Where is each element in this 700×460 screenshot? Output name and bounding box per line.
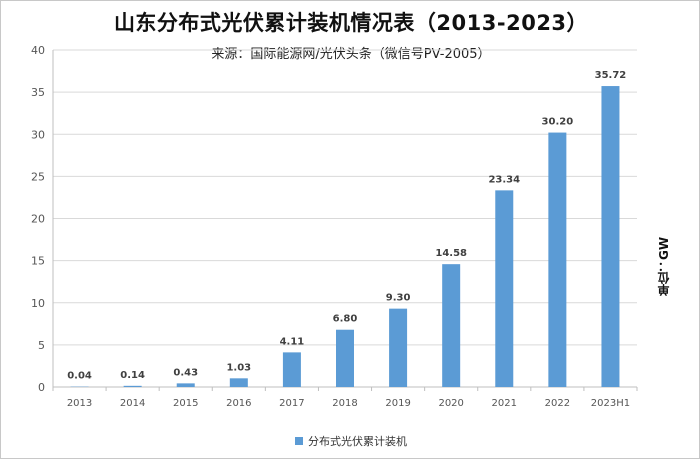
bar xyxy=(177,383,195,387)
x-tick-label: 2015 xyxy=(173,398,198,409)
y-tick-label: 5 xyxy=(38,339,45,352)
bar xyxy=(495,190,513,387)
x-tick-label: 2019 xyxy=(385,398,410,409)
bar xyxy=(548,133,566,387)
bar xyxy=(601,86,619,387)
data-label: 0.43 xyxy=(173,367,198,378)
bar xyxy=(336,330,354,387)
data-label: 0.04 xyxy=(67,371,92,382)
y-tick-label: 25 xyxy=(31,170,45,183)
data-label: 0.14 xyxy=(120,370,145,381)
bar xyxy=(389,309,407,387)
legend: 分布式光伏累计装机 xyxy=(1,433,700,449)
data-label: 1.03 xyxy=(226,362,251,373)
bar xyxy=(124,386,142,387)
data-label: 14.58 xyxy=(435,248,467,259)
legend-label: 分布式光伏累计装机 xyxy=(308,433,407,449)
bar xyxy=(442,264,460,387)
data-label: 4.11 xyxy=(280,336,305,347)
bar xyxy=(283,352,301,387)
x-tick-label: 2017 xyxy=(279,398,304,409)
data-label: 30.20 xyxy=(542,117,574,128)
y-tick-label: 30 xyxy=(31,128,45,141)
y-tick-label: 40 xyxy=(31,44,45,57)
y-tick-label: 15 xyxy=(31,255,45,268)
x-tick-label: 2016 xyxy=(226,398,251,409)
x-tick-label: 2018 xyxy=(332,398,357,409)
y-tick-label: 35 xyxy=(31,86,45,99)
y-tick-label: 10 xyxy=(31,297,45,310)
bar xyxy=(230,378,248,387)
legend-swatch xyxy=(295,437,303,445)
data-label: 9.30 xyxy=(386,293,411,304)
y-tick-label: 20 xyxy=(31,213,45,226)
x-tick-label: 2014 xyxy=(120,398,145,409)
x-tick-label: 2023H1 xyxy=(591,398,630,409)
data-label: 35.72 xyxy=(595,70,627,81)
x-tick-label: 2013 xyxy=(67,398,92,409)
data-label: 6.80 xyxy=(333,314,358,325)
x-tick-label: 2021 xyxy=(492,398,517,409)
x-tick-label: 2020 xyxy=(438,398,463,409)
y-tick-label: 0 xyxy=(38,381,45,394)
data-label: 23.34 xyxy=(488,174,520,185)
x-tick-label: 2022 xyxy=(545,398,570,409)
unit-label: 单位：GW xyxy=(655,211,679,321)
